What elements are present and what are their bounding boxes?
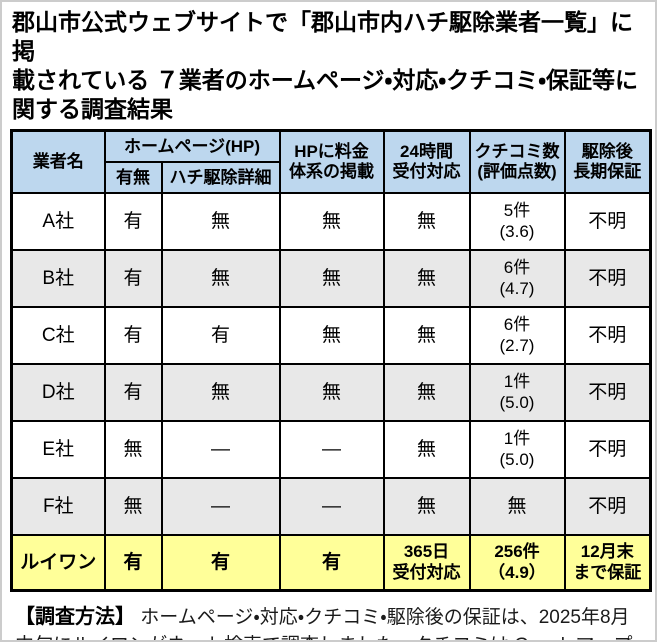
table-cell: 無 <box>278 362 385 422</box>
table-cell: 有 <box>103 533 163 592</box>
table-cell: 無 <box>278 248 385 308</box>
table-cell: 有 <box>160 305 281 365</box>
table-cell: 無 <box>468 476 566 536</box>
table-body: A社有無無無 5件 (3.6) 不明 B社有無無無 6件 (4.7) 不明 C社有有無無 6件… <box>10 191 652 592</box>
table-cell: 無 <box>382 305 471 365</box>
table-cell: 不明 <box>563 305 652 365</box>
header-vendor-name: 業者名 <box>10 129 106 194</box>
table-header: 業者名 ホームページ(HP) HPに料金 体系の掲載 24時間 受付対応 クチコ… <box>10 129 652 194</box>
header-hp-detail: ハチ駆除詳細 <box>160 160 281 194</box>
survey-method-line2: 中旬にルイワンがネット検索で調査しました。クチコミは Googleマップに記載 <box>15 632 645 640</box>
table-cell: 不明 <box>563 248 652 308</box>
page-title-line3: 関する調査結果 <box>12 95 173 122</box>
table-cell: 無 <box>278 305 385 365</box>
survey-method-note: 【調査方法】 ホームページ・対応・クチコミ・駆除後の保証は、2025年8月 中旬… <box>2 592 655 640</box>
vendor-name-cell: B社 <box>10 248 106 308</box>
table-cell: 無 <box>382 248 471 308</box>
vendor-name-cell: ルイワン <box>10 533 106 592</box>
table-row: A社有無無無 5件 (3.6) 不明 <box>10 191 652 251</box>
table-cell: 不明 <box>563 419 652 479</box>
table-cell: ― <box>160 476 281 536</box>
vendor-name-cell: C社 <box>10 305 106 365</box>
table-cell: ― <box>160 419 281 479</box>
header-hp-exist: 有無 <box>103 160 163 194</box>
page-title: 郡山市公式ウェブサイトで「郡山市内ハチ駆除業者一覧」に掲 載されている ７業者の… <box>2 2 655 126</box>
header-warranty: 駆除後 長期保証 <box>563 129 652 194</box>
table-cell: 1件 (5.0) <box>468 362 566 422</box>
table-row: ルイワン有有有 365日 受付対応 256件 （4.9） 12月末 まで保証 <box>10 533 652 592</box>
header-pricing-on-hp: HPに料金 体系の掲載 <box>278 129 385 194</box>
vendor-name-cell: D社 <box>10 362 106 422</box>
table-cell: 無 <box>382 362 471 422</box>
table-cell: 6件 (2.7) <box>468 305 566 365</box>
table-cell: 5件 (3.6) <box>468 191 566 251</box>
table-cell: 無 <box>103 476 163 536</box>
table-cell: 6件 (4.7) <box>468 248 566 308</box>
table-cell: 無 <box>160 191 281 251</box>
vendor-name-cell: F社 <box>10 476 106 536</box>
table-cell: 365日 受付対応 <box>382 533 471 592</box>
table-cell: 有 <box>278 533 385 592</box>
table-cell: 不明 <box>563 362 652 422</box>
table-cell: ― <box>278 419 385 479</box>
table-cell: 12月末 まで保証 <box>563 533 652 592</box>
table-cell: 不明 <box>563 476 652 536</box>
table-row: E社無 ― ― 無 1件 (5.0) 不明 <box>10 419 652 479</box>
table-row: F社無 ― ― 無無不明 <box>10 476 652 536</box>
vendor-name-cell: E社 <box>10 419 106 479</box>
table-cell: 有 <box>103 191 163 251</box>
table-cell: ― <box>278 476 385 536</box>
table-cell: 1件 (5.0) <box>468 419 566 479</box>
vendor-survey-table: 業者名 ホームページ(HP) HPに料金 体系の掲載 24時間 受付対応 クチコ… <box>10 128 652 592</box>
header-24h-reception: 24時間 受付対応 <box>382 129 471 194</box>
vendor-name-cell: A社 <box>10 191 106 251</box>
table-cell: 有 <box>160 533 281 592</box>
table-cell: 有 <box>103 362 163 422</box>
table-cell: 有 <box>103 305 163 365</box>
table-row: B社有無無無 6件 (4.7) 不明 <box>10 248 652 308</box>
table-cell: 不明 <box>563 191 652 251</box>
table-row: C社有有無無 6件 (2.7) 不明 <box>10 305 652 365</box>
table-cell: 無 <box>160 362 281 422</box>
survey-method-line1: ホームページ・対応・クチコミ・駆除後の保証は、2025年8月 <box>135 606 630 628</box>
table-cell: 無 <box>382 191 471 251</box>
table-cell: 有 <box>103 248 163 308</box>
table-cell: 無 <box>103 419 163 479</box>
page-title-line1: 郡山市公式ウェブサイトで「郡山市内ハチ駆除業者一覧」に掲 <box>12 9 633 64</box>
page-title-line2: 載されている ７業者のホームページ・対応・クチコミ・保証等に <box>12 66 639 93</box>
table-row: D社有無無無 1件 (5.0) 不明 <box>10 362 652 422</box>
survey-method-label: 【調査方法】 <box>15 605 135 628</box>
table-cell: 無 <box>382 476 471 536</box>
table-cell: 無 <box>160 248 281 308</box>
header-review-count: クチコミ数 (評価点数) <box>468 129 566 194</box>
table-cell: 256件 （4.9） <box>468 533 566 592</box>
header-homepage-group: ホームページ(HP) <box>103 129 281 163</box>
table-cell: 無 <box>382 419 471 479</box>
table-cell: 無 <box>278 191 385 251</box>
